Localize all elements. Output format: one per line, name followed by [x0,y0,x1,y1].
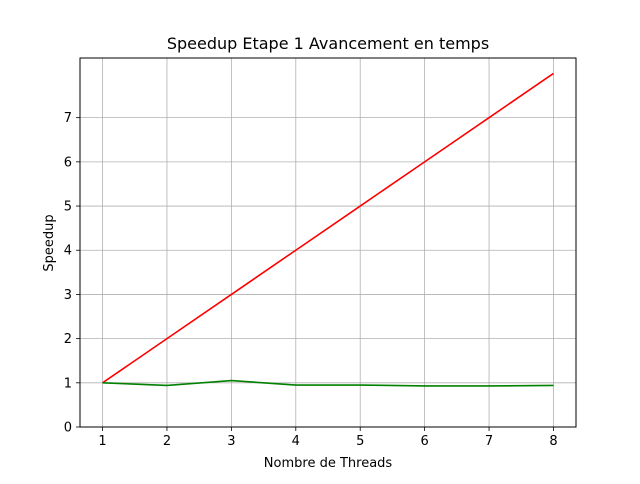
y-tick-label: 2 [64,332,72,347]
series-line-measured [102,379,554,387]
x-tick-label: 4 [292,434,300,449]
y-tick-label: 6 [64,155,72,170]
y-axis-ticks: 0 1 2 3 4 5 6 7 [64,111,80,436]
series-line-ideal [102,72,554,384]
y-axis-label: Speedup [42,214,57,271]
x-tick-label: 5 [356,434,364,449]
x-tick-label: 7 [485,434,493,449]
y-tick-label: 5 [64,200,72,215]
x-tick-label: 2 [163,434,171,449]
y-tick-label: 0 [64,421,72,436]
y-tick-label: 7 [64,111,72,126]
chart-title: Speedup Etape 1 Avancement en temps [167,34,489,53]
x-tick-label: 1 [98,434,106,449]
grid-lines [80,58,576,428]
y-tick-label: 4 [64,244,72,259]
y-tick-label: 1 [64,376,72,391]
x-axis-ticks: 1 2 3 4 5 6 7 8 [98,427,558,449]
x-tick-label: 8 [549,434,557,449]
series-lines [102,72,554,387]
plot-frame [79,57,577,428]
x-tick-label: 3 [227,434,235,449]
x-axis-label: Nombre de Threads [264,456,393,471]
y-tick-label: 3 [64,288,72,303]
x-tick-label: 6 [420,434,428,449]
